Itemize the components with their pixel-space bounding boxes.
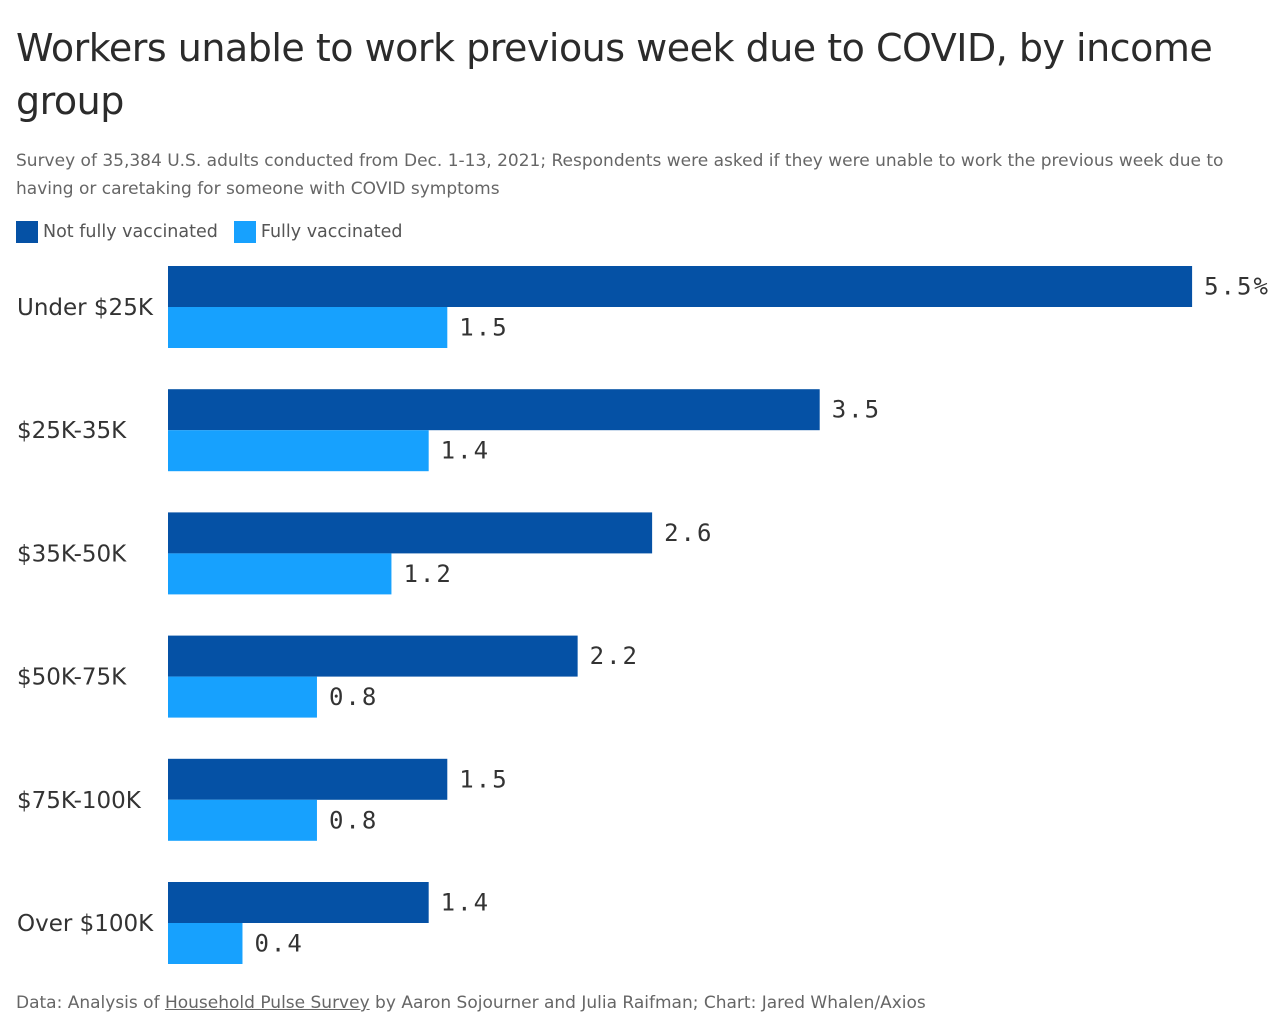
chart-subtitle: Survey of 35,384 U.S. adults conducted f…	[16, 151, 1224, 199]
value-label-fully-vaccinated-under-25k: 1.5	[459, 314, 508, 342]
value-label-not-fully-vaccinated-over-100k: 1.4	[441, 889, 490, 917]
value-label-not-fully-vaccinated-35k-50k: 2.6	[664, 519, 713, 547]
footer-source: Data: Analysis of Household Pulse Survey…	[16, 991, 1266, 1015]
value-label-not-fully-vaccinated-50k-75k: 2.2	[590, 642, 639, 670]
bar-fully-vaccinated-50k-75k	[168, 676, 317, 718]
bar-fully-vaccinated-under-25k	[168, 307, 448, 348]
legend-label-not-fully-vaccinated: Not fully vaccinated	[43, 222, 218, 242]
category-label-75k-100k: $75K-100K	[17, 788, 142, 814]
footer-prefix: Data: Analysis of	[16, 993, 165, 1013]
bar-fully-vaccinated-35k-50k	[168, 553, 392, 595]
value-label-fully-vaccinated-50k-75k: 0.8	[329, 683, 378, 711]
legend-label-fully-vaccinated: Fully vaccinated	[260, 222, 403, 242]
bar-not-fully-vaccinated-over-100k	[168, 882, 429, 923]
bar-not-fully-vaccinated-50k-75k	[168, 635, 578, 677]
category-label-over-100k: Over $100K	[17, 911, 154, 937]
source-link[interactable]: Household Pulse Survey	[164, 993, 370, 1013]
value-label-not-fully-vaccinated-under-25k: 5.5%	[1204, 273, 1270, 301]
value-label-fully-vaccinated-75k-100k: 0.8	[329, 806, 378, 834]
legend-item-fully-vaccinated: Fully vaccinated	[233, 221, 403, 243]
legend-swatch-fully-vaccinated	[233, 221, 256, 243]
footer-suffix: by Aaron Sojourner and Julia Raifman; Ch…	[369, 993, 926, 1013]
bar-fully-vaccinated-25k-35k	[168, 430, 429, 472]
bar-not-fully-vaccinated-25k-35k	[168, 389, 820, 431]
legend-swatch-not-fully-vaccinated	[16, 221, 38, 243]
value-label-fully-vaccinated-35k-50k: 1.2	[403, 560, 452, 588]
bar-not-fully-vaccinated-under-25k	[168, 266, 1193, 307]
value-label-fully-vaccinated-25k-35k: 1.4	[441, 437, 490, 465]
category-label-35k-50k: $35K-50K	[17, 541, 127, 567]
bar-fully-vaccinated-75k-100k	[168, 799, 317, 841]
value-label-not-fully-vaccinated-75k-100k: 1.5	[459, 765, 508, 793]
bar-not-fully-vaccinated-35k-50k	[168, 512, 653, 554]
bar-fully-vaccinated-over-100k	[168, 923, 243, 964]
legend: Not fully vaccinated Fully vaccinated	[16, 219, 418, 245]
category-label-50k-75k: $50K-75K	[17, 665, 127, 691]
bar-not-fully-vaccinated-75k-100k	[168, 758, 448, 800]
legend-item-not-fully-vaccinated: Not fully vaccinated	[16, 221, 218, 243]
category-label-under-25k: Under $25K	[17, 295, 154, 321]
chart-title: Workers unable to work previous week due…	[16, 26, 1213, 123]
category-label-25k-35k: $25K-35K	[17, 418, 127, 444]
value-label-fully-vaccinated-over-100k: 0.4	[254, 930, 303, 958]
value-label-not-fully-vaccinated-25k-35k: 3.5	[832, 396, 881, 424]
